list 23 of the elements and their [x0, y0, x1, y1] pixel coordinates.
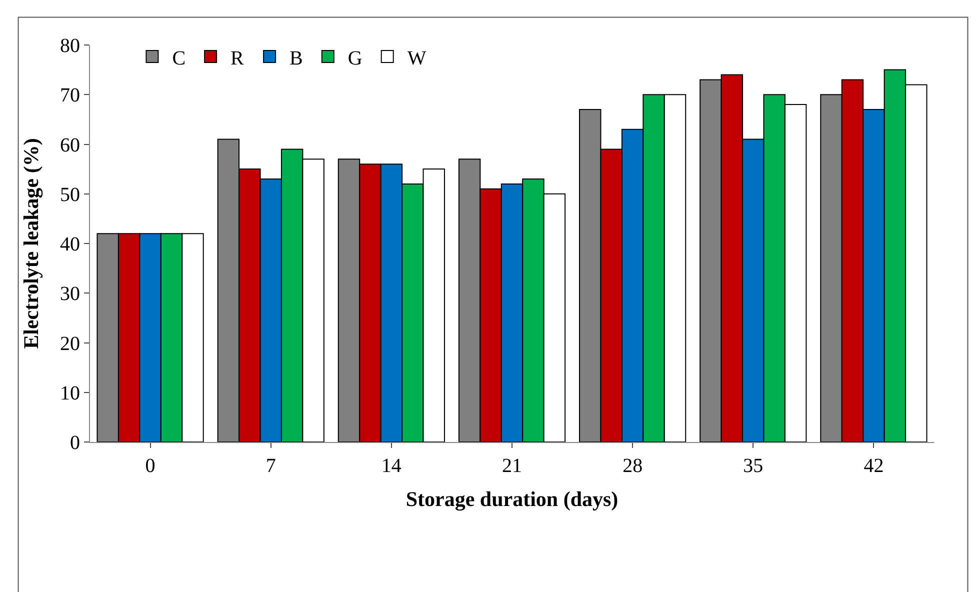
legend-label: W — [407, 47, 426, 70]
y-tick-label: 50 — [60, 184, 80, 206]
x-tick-label: 21 — [502, 455, 522, 477]
x-tick-label: 7 — [266, 455, 276, 477]
legend-label: G — [348, 47, 362, 70]
y-tick-label: 0 — [70, 432, 80, 454]
legend-label: C — [172, 47, 186, 70]
x-tick-label: 14 — [381, 455, 402, 477]
y-tick-label: 30 — [60, 283, 80, 306]
x-axis-title: Storage duration (days) — [406, 487, 618, 512]
x-tick-label: 42 — [864, 455, 884, 477]
y-tick-label: 80 — [60, 35, 80, 57]
y-tick-label: 40 — [60, 234, 80, 256]
legend-label: R — [230, 47, 245, 70]
y-tick-label: 70 — [60, 84, 80, 107]
y-tick-label: 20 — [60, 332, 80, 355]
x-tick-label: 0 — [145, 455, 156, 477]
x-tick-label: 35 — [743, 455, 764, 477]
y-tick-label: 60 — [60, 134, 80, 156]
legend-label: B — [290, 47, 303, 70]
y-tick-label: 10 — [60, 382, 80, 404]
x-tick-label: 28 — [622, 455, 643, 477]
y-axis-title: Electrolyte leakage (%) — [19, 138, 44, 349]
